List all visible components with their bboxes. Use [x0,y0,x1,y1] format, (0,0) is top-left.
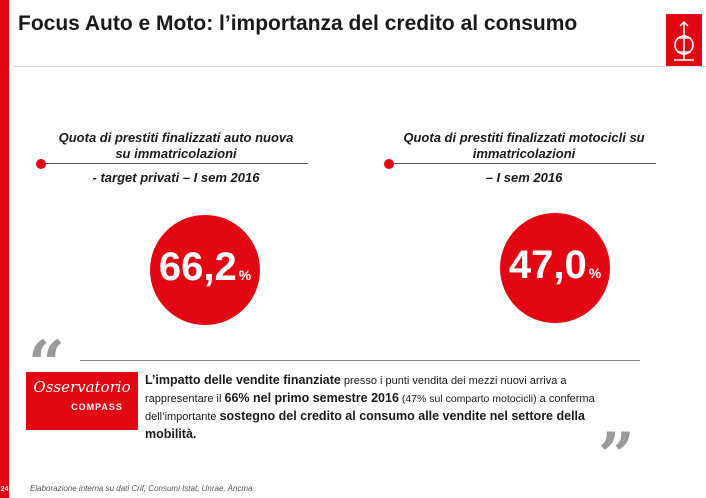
header-divider [14,66,706,67]
close-quote-mark: ” [598,419,635,494]
auto-heading-line1: Quota di prestiti finalizzati auto nuova [58,130,294,145]
quote-highlight-66: 66% nel primo semestre 2016 [224,391,399,405]
auto-share-value: 66,2 [158,245,237,289]
auto-share-circle: 66,2 % [150,215,260,325]
source-footnote: Elaborazione interna su dati Crif, Consu… [30,484,253,493]
quote-lead: L’impatto delle vendite finanziate [145,373,341,387]
auto-heading-line2: su immatricolazioni [115,146,237,161]
page-number: 24 [0,486,9,493]
page-title: Focus Auto e Moto: l’importanza del cred… [18,12,578,35]
moto-share-unit: % [588,265,602,281]
auto-share-unit: % [238,267,252,283]
left-accent-bar [0,0,9,498]
moto-share-circle: 47,0 % [500,213,610,323]
moto-heading-line1: Quota di prestiti finalizzati motocicli … [403,130,645,145]
heading-rule [46,163,308,164]
bullet-dot [384,159,394,169]
quote-conclusion: sostegno del credito al consumo alle ven… [145,409,585,441]
brand-line2: COMPASS [71,402,123,412]
moto-share-value: 47,0 [508,243,587,287]
quote-part2: presso i punti vendita dei mezzi nuovi a… [145,375,567,405]
quote-text: L’impatto delle vendite finanziate press… [145,372,610,444]
heading-rule [394,163,656,164]
quote-moto-note: (47% sul comparto motocicli) [398,393,537,405]
auto-heading-line3: - target privati – I sem 2016 [92,170,260,185]
brand-line1: Osservatorio [33,378,131,396]
quote-divider [80,360,640,361]
quote-part5: a conferma dell’importante [145,393,595,423]
moto-heading-line2: immatricolazioni [472,146,576,161]
bullet-dot [36,159,46,169]
brand-logo [666,14,702,66]
osservatorio-compass-badge: Osservatorio COMPASS [26,372,138,430]
brand-emblem-icon [674,21,694,61]
moto-heading-line3: – I sem 2016 [485,170,563,185]
